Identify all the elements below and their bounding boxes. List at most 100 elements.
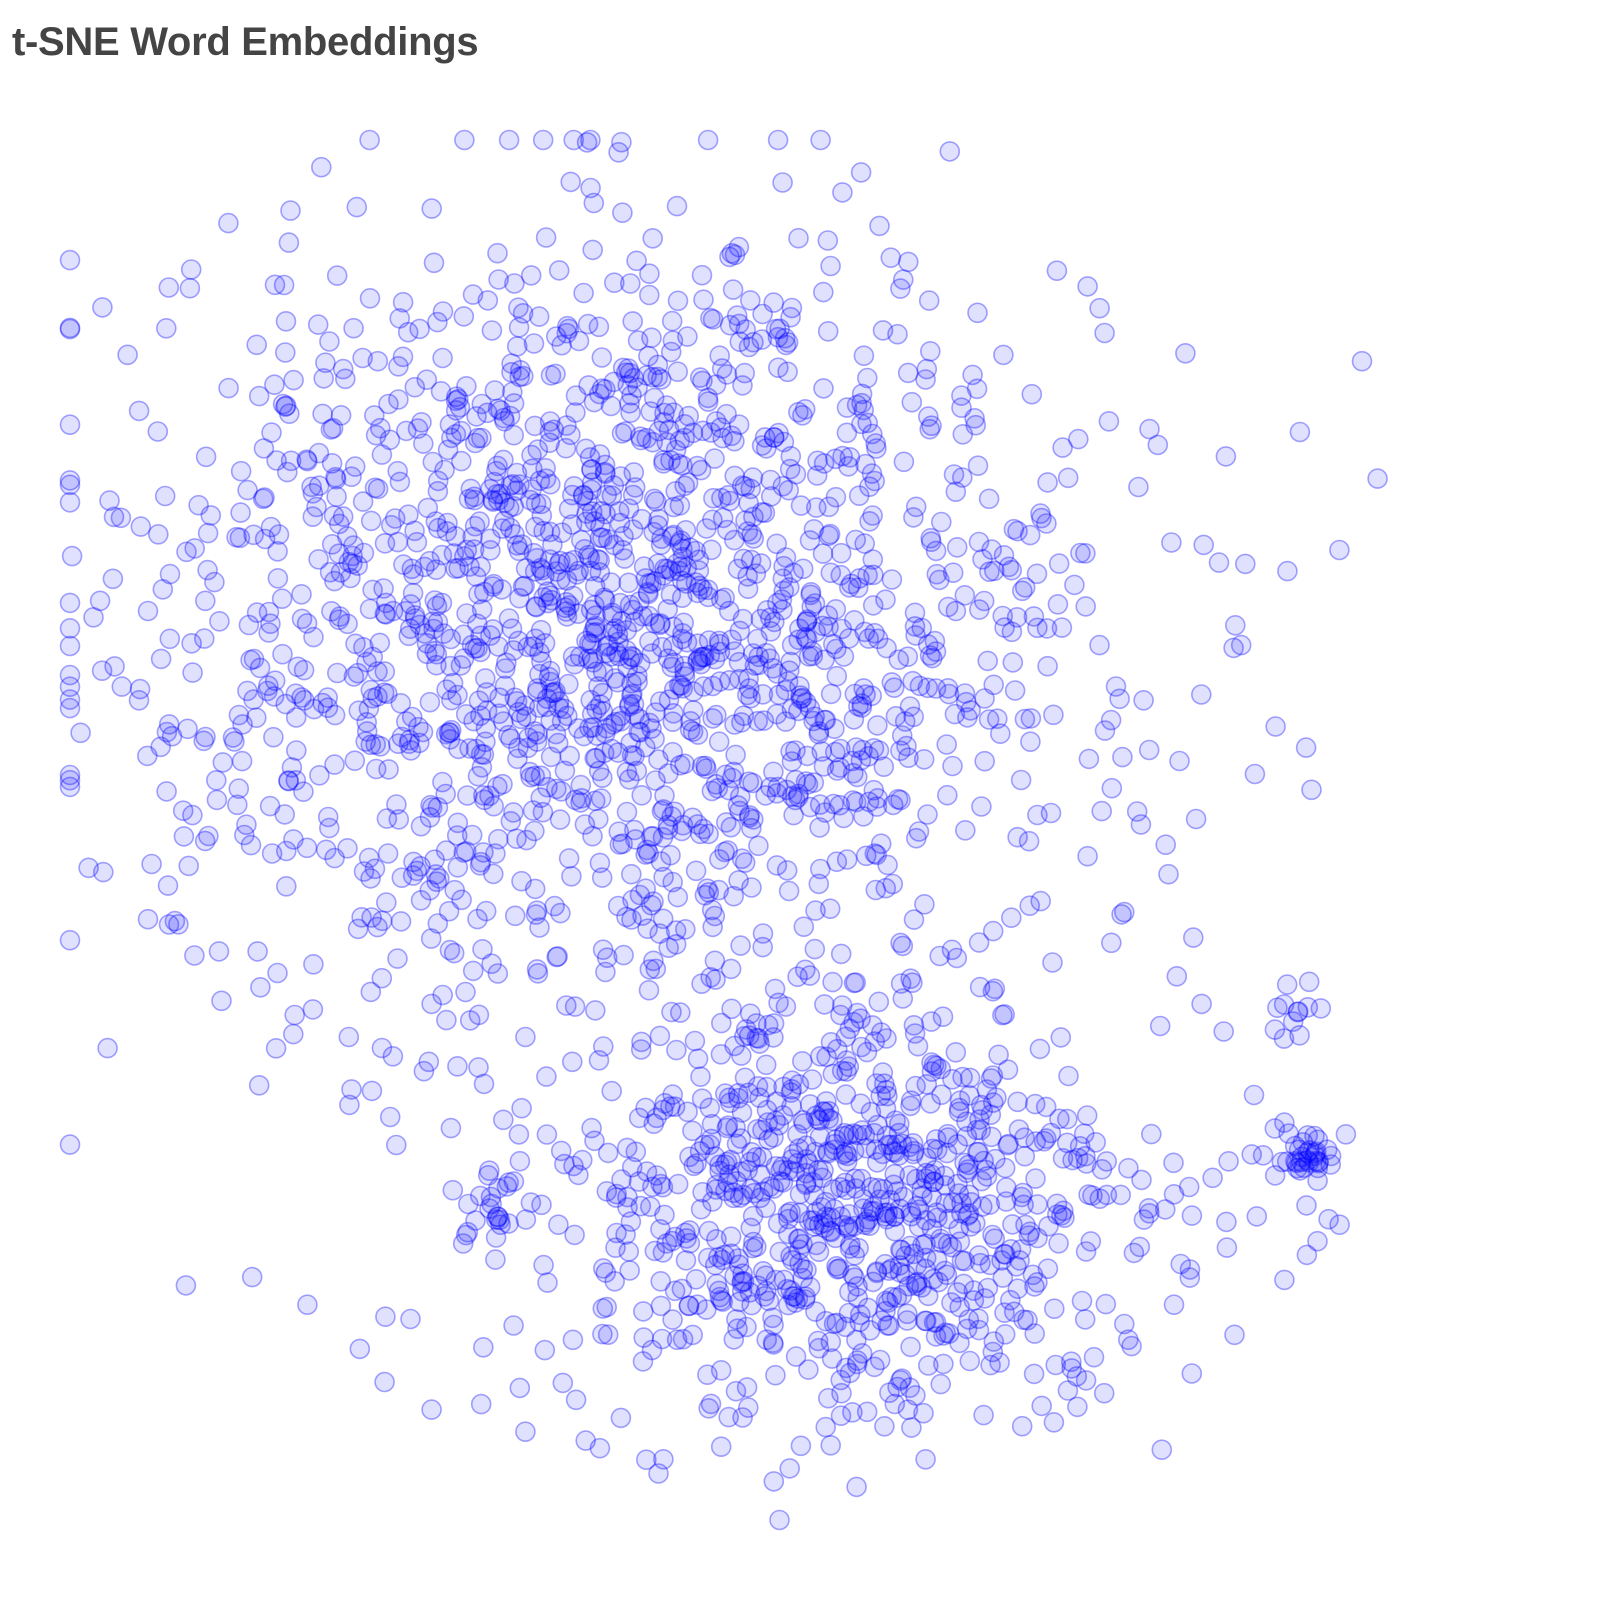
data-point <box>404 608 426 629</box>
data-point <box>620 645 642 667</box>
data-point <box>686 1153 707 1174</box>
data-point <box>736 1316 757 1338</box>
data-point <box>757 1014 779 1036</box>
data-point <box>531 651 552 672</box>
data-point <box>710 1360 732 1381</box>
data-point <box>583 192 605 214</box>
data-point <box>871 1310 893 1331</box>
data-point <box>607 671 628 693</box>
data-point <box>642 825 664 847</box>
data-point <box>637 918 658 940</box>
data-point <box>362 579 383 601</box>
data-point <box>719 1164 740 1185</box>
data-point <box>868 740 890 761</box>
data-point <box>856 1041 878 1063</box>
data-point <box>515 1421 536 1442</box>
data-point <box>682 807 703 829</box>
data-point <box>1216 1211 1237 1233</box>
data-point <box>432 771 453 793</box>
data-point <box>954 683 976 704</box>
data-point <box>877 854 898 876</box>
data-point <box>447 388 469 410</box>
data-point <box>777 1203 799 1224</box>
data-point <box>421 1399 442 1420</box>
data-point <box>983 560 1005 582</box>
data-point <box>59 592 81 614</box>
data-point <box>756 1076 778 1098</box>
data-point <box>604 1271 626 1292</box>
data-point <box>835 1142 857 1163</box>
data-point <box>733 548 755 570</box>
data-point <box>1054 1207 1075 1228</box>
data-point <box>689 1141 711 1162</box>
data-point <box>826 665 848 687</box>
data-point <box>456 785 478 806</box>
data-point <box>606 1183 627 1205</box>
data-point <box>601 602 623 624</box>
data-point <box>610 466 632 487</box>
data-point <box>554 760 576 782</box>
data-point <box>472 1337 494 1358</box>
data-point <box>374 1371 395 1393</box>
data-point <box>508 737 529 759</box>
data-point <box>704 1254 726 1276</box>
data-point <box>540 746 562 768</box>
data-point <box>833 646 855 667</box>
data-point <box>742 643 764 664</box>
data-point <box>59 635 81 657</box>
data-point <box>562 646 584 667</box>
data-point <box>738 668 759 690</box>
data-point <box>768 1114 790 1136</box>
data-point <box>648 508 670 530</box>
data-point <box>257 675 279 697</box>
data-point <box>1306 1150 1327 1172</box>
data-point <box>1223 637 1244 659</box>
data-point <box>889 1255 911 1276</box>
data-point <box>484 380 506 401</box>
data-point <box>838 1204 860 1225</box>
data-point <box>982 1224 1003 1246</box>
data-point <box>674 427 695 449</box>
data-point <box>817 1143 839 1164</box>
data-point <box>752 1181 774 1202</box>
data-point <box>1043 704 1064 726</box>
data-point <box>789 1253 810 1274</box>
data-point <box>529 470 551 492</box>
data-point <box>302 506 324 528</box>
data-point <box>994 1302 1015 1323</box>
data-point <box>911 1178 933 1199</box>
data-point <box>781 1079 803 1100</box>
data-point <box>667 1173 689 1195</box>
data-point <box>1046 260 1068 282</box>
data-point <box>347 918 369 940</box>
data-point <box>649 1025 671 1047</box>
data-point <box>768 422 789 444</box>
data-point <box>481 1193 502 1215</box>
data-point <box>275 310 297 332</box>
data-point <box>820 255 841 277</box>
data-point <box>934 1175 956 1196</box>
data-point <box>647 515 669 536</box>
data-point <box>949 1296 971 1318</box>
data-point <box>104 656 125 677</box>
data-point <box>545 326 567 347</box>
data-point <box>534 1339 556 1361</box>
data-point <box>476 700 498 721</box>
data-point <box>813 378 834 399</box>
data-point <box>796 628 818 650</box>
data-point <box>622 311 644 332</box>
data-point <box>434 459 455 481</box>
data-point <box>527 678 548 699</box>
data-point <box>591 867 613 888</box>
data-point <box>1289 1025 1310 1046</box>
data-point <box>150 736 171 758</box>
data-point <box>719 314 741 336</box>
data-point <box>563 549 585 571</box>
data-point <box>353 636 374 658</box>
data-point <box>59 317 81 339</box>
data-point <box>356 651 377 673</box>
data-point <box>677 472 699 494</box>
data-point <box>674 666 696 687</box>
data-point <box>638 605 660 627</box>
data-point <box>838 1216 859 1238</box>
